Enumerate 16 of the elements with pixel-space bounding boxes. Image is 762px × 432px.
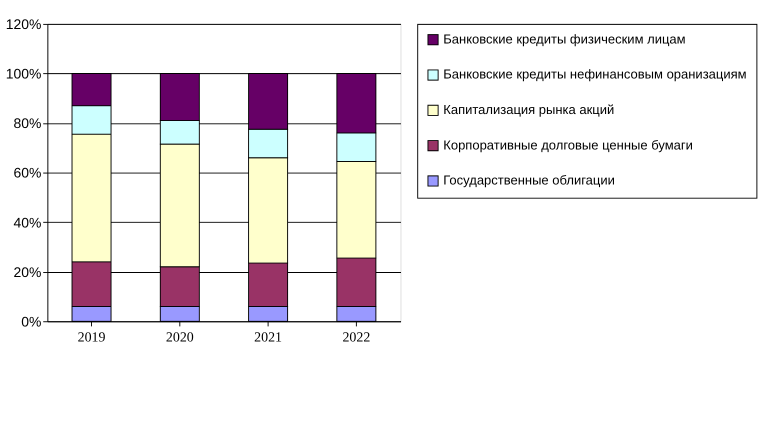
legend-label: Корпоративные долговые ценные бумаги	[443, 137, 693, 152]
x-tick-label: 2022	[342, 330, 370, 346]
legend-label: Банковские кредиты физическим лицам	[443, 31, 686, 46]
legend-label: Капитализация рынка акций	[443, 102, 614, 118]
x-tick-label: 2020	[166, 330, 194, 346]
y-tick-label: 100%	[6, 66, 42, 82]
y-tick-label: 40%	[13, 214, 42, 230]
x-tick-label: 2021	[254, 330, 282, 346]
legend-label: Банковские кредиты нефинансовым оранизациям	[443, 66, 747, 82]
y-tick-label: 80%	[13, 115, 42, 132]
y-tick-label: 0%	[21, 313, 42, 330]
legend-label: Государственные облигации	[443, 172, 615, 188]
y-tick-label: 20%	[13, 264, 42, 280]
x-tick-label: 2019	[78, 330, 106, 346]
y-tick-label: 60%	[13, 164, 42, 181]
y-tick-label: 120%	[6, 16, 42, 32]
